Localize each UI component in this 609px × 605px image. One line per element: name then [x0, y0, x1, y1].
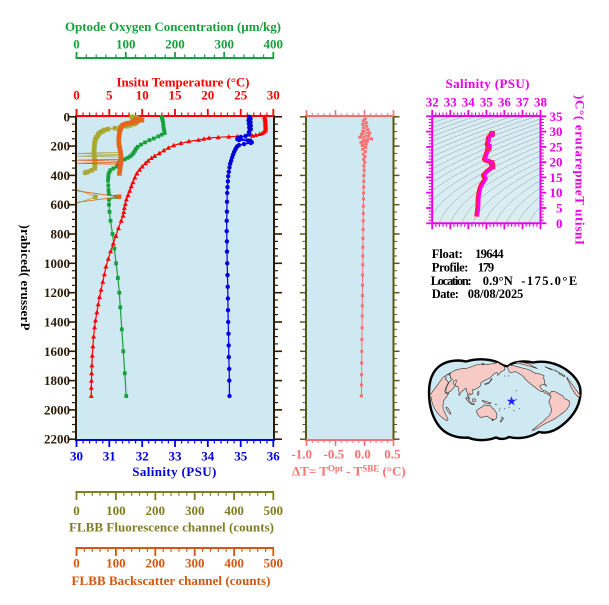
svg-text:0: 0 — [73, 556, 80, 571]
svg-text:179: 179 — [478, 260, 494, 274]
svg-text:200: 200 — [165, 37, 185, 52]
svg-text:0.5: 0.5 — [384, 447, 401, 462]
svg-text:Salinity (PSU): Salinity (PSU) — [446, 76, 530, 91]
svg-text:31: 31 — [103, 449, 116, 464]
svg-text:25: 25 — [550, 139, 564, 154]
svg-text:Salinity (PSU): Salinity (PSU) — [132, 464, 216, 479]
svg-text:1400: 1400 — [44, 315, 70, 330]
svg-text:0: 0 — [64, 109, 71, 124]
svg-text:Float:: Float: — [432, 247, 463, 261]
svg-text:19644: 19644 — [475, 247, 504, 261]
svg-text:20: 20 — [201, 88, 214, 103]
svg-text:400: 400 — [264, 37, 284, 52]
svg-text:500: 500 — [264, 556, 284, 571]
svg-text:Location:: Location: — [431, 274, 472, 288]
svg-text:-175.0°E: -175.0°E — [521, 274, 577, 288]
svg-text:100: 100 — [106, 503, 126, 518]
svg-text:0: 0 — [556, 216, 563, 231]
svg-text:0: 0 — [73, 88, 80, 103]
svg-text:FLBB Backscatter channel (coun: FLBB Backscatter channel (counts) — [72, 573, 271, 588]
svg-text:ΔT= TOpt - TSBE (°C): ΔT= TOpt - TSBE (°C) — [292, 464, 406, 479]
svg-text:Date:: Date: — [432, 287, 459, 301]
svg-text:34: 34 — [201, 449, 215, 464]
svg-text:300: 300 — [214, 37, 234, 52]
svg-text:35: 35 — [480, 94, 494, 109]
svg-text:34: 34 — [462, 94, 476, 109]
svg-text:300: 300 — [185, 556, 205, 571]
svg-text:2000: 2000 — [44, 402, 70, 417]
svg-text:200: 200 — [146, 556, 166, 571]
svg-text:200: 200 — [146, 503, 166, 518]
svg-text:38: 38 — [534, 94, 548, 109]
svg-text:100: 100 — [106, 556, 126, 571]
svg-text:30: 30 — [550, 124, 563, 139]
svg-text:32: 32 — [426, 94, 439, 109]
svg-text:600: 600 — [51, 197, 71, 212]
svg-text:35: 35 — [550, 109, 564, 124]
svg-text:33: 33 — [444, 94, 458, 109]
svg-text:10: 10 — [136, 88, 149, 103]
svg-text:0.9°N: 0.9°N — [483, 274, 513, 288]
svg-text:FLBB Fluorescence channel (cou: FLBB Fluorescence channel (counts) — [69, 520, 274, 535]
svg-text:Optode Oxygen Concentration (µ: Optode Oxygen Concentration (µm/kg) — [65, 19, 281, 34]
svg-text:800: 800 — [51, 227, 71, 242]
svg-text:500: 500 — [264, 503, 284, 518]
svg-text:5: 5 — [556, 201, 563, 216]
svg-text:-1.0: -1.0 — [291, 447, 312, 462]
svg-text:-0.5: -0.5 — [324, 447, 345, 462]
svg-text:400: 400 — [224, 503, 244, 518]
svg-text:08/08/2025: 08/08/2025 — [468, 287, 524, 301]
svg-text:1000: 1000 — [44, 256, 70, 271]
svg-text:100: 100 — [116, 37, 136, 52]
svg-text:400: 400 — [51, 168, 71, 183]
svg-text:)rabiced( erusserP: )rabiced( erusserP — [18, 225, 33, 331]
svg-text:15: 15 — [550, 170, 564, 185]
svg-text:35: 35 — [234, 449, 248, 464]
svg-text:)C°( erutarepmeT utisnI: )C°( erutarepmeT utisnI — [573, 95, 588, 245]
svg-text:10: 10 — [550, 185, 563, 200]
svg-text:400: 400 — [224, 556, 244, 571]
svg-text:36: 36 — [498, 94, 512, 109]
svg-text:1200: 1200 — [44, 285, 70, 300]
svg-text:30: 30 — [70, 449, 83, 464]
svg-text:0: 0 — [73, 503, 80, 518]
svg-text:32: 32 — [136, 449, 149, 464]
svg-text:200: 200 — [51, 139, 71, 154]
svg-text:25: 25 — [234, 88, 248, 103]
svg-text:Profile:: Profile: — [432, 260, 469, 274]
svg-text:5: 5 — [106, 88, 113, 103]
svg-text:0: 0 — [73, 37, 80, 52]
svg-text:1800: 1800 — [44, 373, 70, 388]
svg-text:36: 36 — [267, 449, 281, 464]
svg-text:1600: 1600 — [44, 344, 70, 359]
svg-text:33: 33 — [169, 449, 183, 464]
svg-text:15: 15 — [169, 88, 183, 103]
svg-text:30: 30 — [267, 88, 280, 103]
svg-text:20: 20 — [550, 155, 563, 170]
svg-text:0.0: 0.0 — [354, 447, 370, 462]
svg-text:2200: 2200 — [44, 432, 70, 447]
svg-text:300: 300 — [185, 503, 205, 518]
svg-text:Insitu Temperature (°C): Insitu Temperature (°C) — [117, 75, 250, 90]
svg-text:37: 37 — [516, 94, 530, 109]
